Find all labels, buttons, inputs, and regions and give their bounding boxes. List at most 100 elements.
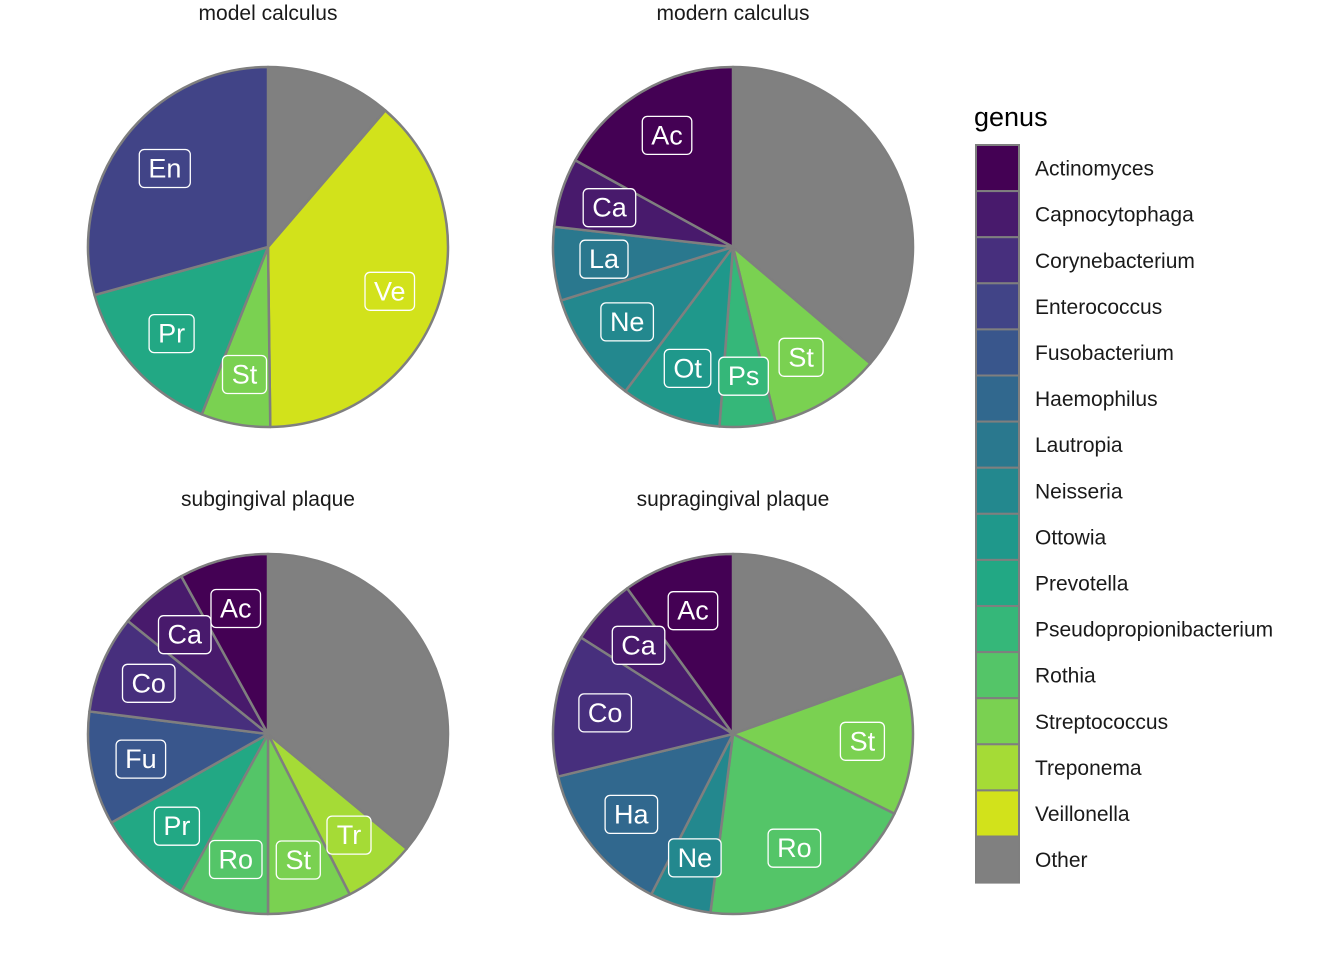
- legend-item-other: Other: [975, 835, 1088, 884]
- slice-label-text: St: [788, 342, 814, 372]
- pie-slice-actinomyces: [574, 65, 735, 249]
- legend-label: Rothia: [1035, 665, 1096, 688]
- slice-label-fusobacterium: Fu: [115, 739, 167, 779]
- pie-slice-fusobacterium: [86, 710, 270, 824]
- legend-label: Capnocytophaga: [1035, 204, 1194, 227]
- legend-swatch: [975, 328, 1020, 377]
- legend-label: Prevotella: [1035, 573, 1129, 596]
- slice-label-text: Pr: [158, 319, 185, 349]
- legend-item-haemophilus: Haemophilus: [975, 374, 1158, 423]
- slice-label-lautropia: La: [579, 239, 629, 279]
- slice-label-ottowia: Ot: [663, 348, 712, 389]
- slice-label-box: [121, 663, 176, 703]
- pie-slice-streptococcus: [731, 671, 915, 815]
- slice-label-box: [153, 806, 201, 846]
- panel-title: subgingival plaque: [181, 488, 355, 511]
- slice-label-neisseria: Ne: [600, 302, 655, 342]
- slice-label-corynebacterium: Co: [578, 693, 633, 733]
- slice-label-box: [208, 839, 263, 880]
- legend-label: Streptococcus: [1035, 711, 1168, 734]
- slice-label-text: En: [148, 154, 181, 184]
- panel-title: supragingival plaque: [637, 488, 830, 511]
- slice-label-capnocytophaga: Ca: [582, 188, 637, 228]
- slice-label-prevotella: Pr: [153, 806, 201, 846]
- slice-label-box: [667, 591, 719, 631]
- slice-label-box: [718, 356, 769, 396]
- pie-slice-rothia: [709, 732, 896, 916]
- slice-label-text: Pr: [163, 811, 190, 841]
- slice-label-capnocytophaga: Ca: [157, 615, 212, 655]
- legend-item-prevotella: Prevotella: [975, 558, 1129, 608]
- slice-label-treponema: Tr: [326, 815, 372, 855]
- pie-slice-other: [731, 65, 915, 365]
- pie-slice-veillonella: [266, 109, 450, 429]
- slice-label-box: [221, 354, 268, 395]
- slice-label-box: [767, 828, 822, 868]
- legend-swatch: [975, 605, 1020, 654]
- slice-label-box: [839, 721, 886, 761]
- slice-label-box: [115, 739, 167, 779]
- legend-swatch: [975, 374, 1020, 423]
- slice-label-box: [641, 115, 693, 156]
- legend-label: Neisseria: [1035, 480, 1123, 503]
- slice-label-box: [778, 337, 824, 377]
- legend-item-capnocytophaga: Capnocytophaga: [975, 190, 1194, 239]
- slice-label-box: [138, 148, 191, 189]
- legend-item-treponema: Treponema: [975, 743, 1142, 792]
- legend-swatch: [975, 282, 1020, 331]
- legend-label: Lautropia: [1035, 434, 1123, 457]
- slice-label-text: St: [850, 726, 876, 756]
- slice-label-veillonella: Ve: [364, 271, 416, 311]
- legend-item-corynebacterium: Corynebacterium: [975, 236, 1195, 285]
- slice-label-streptococcus: St: [839, 721, 886, 761]
- legend-item-fusobacterium: Fusobacterium: [975, 328, 1174, 377]
- pie-slice-other: [266, 65, 387, 249]
- legend-item-ottowia: Ottowia: [975, 512, 1107, 561]
- slice-label-haemophilus: Ha: [604, 794, 659, 835]
- slice-label-rothia: Ro: [208, 839, 263, 880]
- slice-label-box: [364, 271, 416, 311]
- slice-label-streptococcus: St: [275, 840, 321, 880]
- slice-label-actinomyces: Ac: [210, 588, 262, 629]
- slice-label-actinomyces: Ac: [641, 115, 693, 156]
- legend-swatch: [975, 697, 1020, 746]
- slice-label-text: Ca: [592, 193, 627, 223]
- legend-label: Haemophilus: [1035, 388, 1158, 411]
- legend-swatch: [975, 190, 1020, 239]
- panel-supragingival-plaque: supragingival plaque St Ro Ne Ha Co Ca Ac: [551, 488, 915, 916]
- slice-label-box: [667, 838, 722, 878]
- slice-label-box: [600, 302, 655, 342]
- legend-label: Pseudopropionibacterium: [1035, 619, 1273, 642]
- slice-label-text: Fu: [125, 744, 157, 774]
- legend-item-veillonella: Veillonella: [975, 789, 1130, 838]
- legend-item-neisseria: Neisseria: [975, 466, 1123, 515]
- legend-item-pseudopropionibacterium: Pseudopropionibacterium: [975, 605, 1273, 654]
- legend-item-enterococcus: Enterococcus: [975, 282, 1162, 331]
- pie-slice-corynebacterium: [551, 636, 735, 778]
- slice-label-box: [582, 188, 637, 228]
- legend-label: Ottowia: [1035, 526, 1107, 549]
- slice-label-text: Ac: [677, 596, 709, 626]
- pie-slice-other: [266, 552, 450, 850]
- slice-label-streptococcus: St: [778, 337, 824, 377]
- legend-title: genus: [974, 102, 1048, 132]
- legend-label: Treponema: [1035, 757, 1142, 780]
- legend-swatch: [975, 651, 1020, 700]
- legend-label: Actinomyces: [1035, 158, 1154, 181]
- panel-model-calculus: model calculus Ve St Pr En: [86, 2, 450, 429]
- slice-label-box: [578, 693, 633, 733]
- slice-label-box: [326, 815, 372, 855]
- slice-label-text: Ne: [610, 307, 645, 337]
- slice-label-text: Co: [588, 698, 623, 728]
- panel-title: modern calculus: [657, 2, 810, 25]
- slice-label-text: La: [589, 244, 620, 274]
- legend-item-lautropia: Lautropia: [975, 420, 1123, 469]
- slice-label-box: [663, 348, 712, 389]
- slice-label-text: Ps: [728, 361, 760, 391]
- slice-label-text: St: [232, 360, 258, 390]
- legend-swatch: [975, 420, 1020, 469]
- slice-label-prevotella: Pr: [148, 313, 195, 354]
- legend-swatch: [975, 144, 1020, 193]
